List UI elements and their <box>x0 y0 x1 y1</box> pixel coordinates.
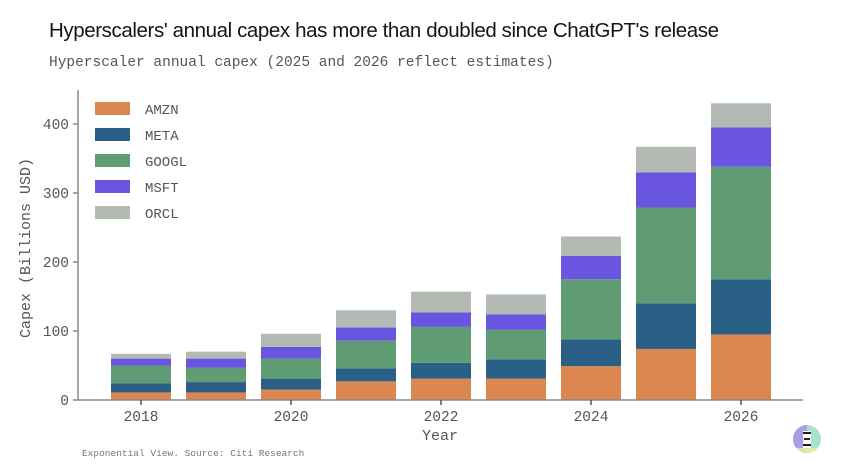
legend-item-meta: META <box>95 128 179 145</box>
legend-swatch <box>95 154 130 167</box>
bar-segment-orcl-2025 <box>636 146 696 173</box>
legend-item-orcl: ORCL <box>95 206 179 223</box>
legend-label: AMZN <box>145 103 179 119</box>
bar-segment-googl-2018 <box>111 365 171 384</box>
bar-segment-orcl-2020 <box>261 333 321 347</box>
legend-label: GOOGL <box>145 155 187 171</box>
bar-segment-googl-2019 <box>186 367 246 383</box>
bar-segment-msft-2018 <box>111 358 171 366</box>
bar-segment-meta-2024 <box>561 339 621 367</box>
x-tick-label: 2018 <box>124 410 159 426</box>
bar-segment-amzn-2024 <box>561 366 621 400</box>
bar-segment-meta-2022 <box>411 362 471 379</box>
bar-segment-googl-2023 <box>486 329 546 360</box>
bar-segment-googl-2025 <box>636 207 696 304</box>
bar-segment-orcl-2019 <box>186 351 246 359</box>
bar-segment-meta-2021 <box>336 368 396 382</box>
bar-segment-msft-2026 <box>711 127 771 167</box>
legend-label: MSFT <box>145 181 179 197</box>
x-axis-title: Year <box>422 428 458 445</box>
legend-swatch <box>95 206 130 219</box>
x-tick-label: 2024 <box>574 410 609 426</box>
bar-segment-msft-2022 <box>411 312 471 327</box>
x-tick-label: 2020 <box>274 410 309 426</box>
bar-segment-msft-2024 <box>561 255 621 280</box>
bar-segment-amzn-2023 <box>486 378 546 400</box>
bar-segment-msft-2025 <box>636 172 696 208</box>
bar-segment-meta-2023 <box>486 359 546 379</box>
legend-item-amzn: AMZN <box>95 102 179 119</box>
bar-segment-msft-2019 <box>186 358 246 368</box>
bar-segment-orcl-2022 <box>411 291 471 313</box>
bar-segment-orcl-2021 <box>336 310 396 328</box>
x-tick-label: 2022 <box>424 410 459 426</box>
chart-title: Hyperscalers' annual capex has more than… <box>49 19 719 42</box>
legend: AMZN META GOOGL MSFT ORCL <box>95 102 187 223</box>
y-tick-label: 0 <box>60 394 69 410</box>
bar-segment-meta-2018 <box>111 383 171 393</box>
bar-segment-msft-2020 <box>261 346 321 359</box>
bar-segment-msft-2021 <box>336 327 396 341</box>
bar-segment-googl-2024 <box>561 279 621 340</box>
bar-segment-amzn-2020 <box>261 389 321 400</box>
y-axis-title: Capex (Billions USD) <box>18 158 35 338</box>
legend-swatch <box>95 128 130 141</box>
bar-segment-orcl-2024 <box>561 236 621 256</box>
legend-swatch <box>95 102 130 115</box>
chart-subtitle: Hyperscaler annual capex (2025 and 2026 … <box>49 55 554 71</box>
bar-segment-meta-2020 <box>261 378 321 390</box>
bar-segment-amzn-2022 <box>411 378 471 400</box>
bar-segment-meta-2025 <box>636 303 696 349</box>
y-tick-label: 300 <box>43 187 69 203</box>
bar-segment-amzn-2019 <box>186 392 246 400</box>
bar-segment-msft-2023 <box>486 314 546 330</box>
y-tick-label: 100 <box>43 325 69 341</box>
bar-segment-googl-2022 <box>411 326 471 363</box>
bar-segment-amzn-2018 <box>111 392 171 400</box>
bar-segment-orcl-2023 <box>486 294 546 315</box>
legend-item-msft: MSFT <box>95 180 179 197</box>
bar-segment-amzn-2025 <box>636 348 696 400</box>
bar-segment-googl-2020 <box>261 358 321 379</box>
x-ticks-group: 2018 2020 2022 2024 2026 <box>124 400 759 426</box>
bar-segment-googl-2026 <box>711 166 771 280</box>
x-tick-label: 2026 <box>724 410 759 426</box>
bar-segment-googl-2021 <box>336 340 396 369</box>
bar-segment-orcl-2026 <box>711 103 771 128</box>
legend-item-googl: GOOGL <box>95 154 187 171</box>
bar-segment-amzn-2026 <box>711 334 771 400</box>
y-tick-label: 200 <box>43 256 69 272</box>
bars-group <box>111 103 771 400</box>
legend-swatch <box>95 180 130 193</box>
exponential-view-logo-icon <box>793 425 821 454</box>
bar-segment-amzn-2021 <box>336 381 396 400</box>
source-footer: Exponential View. Source: Citi Research <box>82 448 305 459</box>
y-ticks-group: 0 100 200 300 400 <box>43 118 78 410</box>
legend-label: META <box>145 129 179 145</box>
bar-segment-meta-2019 <box>186 382 246 393</box>
bar-segment-orcl-2018 <box>111 353 171 359</box>
legend-label: ORCL <box>145 207 179 223</box>
y-tick-label: 400 <box>43 118 69 134</box>
bar-segment-meta-2026 <box>711 279 771 335</box>
